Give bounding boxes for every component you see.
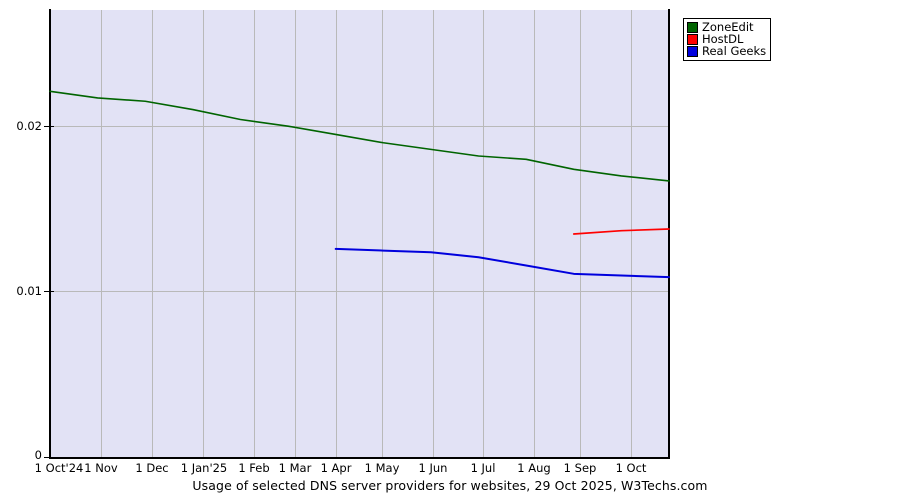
y-axis-label-001: 0.01	[16, 284, 42, 298]
legend-swatch-icon	[687, 45, 698, 57]
gridline-vertical	[336, 10, 337, 458]
gridline-vertical	[295, 10, 296, 458]
x-axis-label-1: 1 Nov	[84, 461, 118, 475]
series-line-hostdl	[572, 228, 670, 235]
gridline-horizontal	[50, 291, 669, 292]
legend-label-real-geeks: Real Geeks	[702, 44, 767, 58]
x-axis-label-8: 1 Jun	[418, 461, 448, 475]
y-axis-label-002: 0.02	[16, 119, 42, 133]
y-axis-line	[49, 9, 51, 459]
gridline-vertical	[254, 10, 255, 458]
gridline-vertical	[203, 10, 204, 458]
gridline-vertical	[534, 10, 535, 458]
plot-area-background	[50, 10, 669, 458]
series-line-zoneedit	[49, 90, 670, 182]
gridline-vertical	[382, 10, 383, 458]
gridline-vertical	[152, 10, 153, 458]
legend-swatch-icon	[687, 33, 698, 45]
x-axis-line	[49, 457, 670, 459]
legend-item-hostdl: HostDL	[687, 33, 766, 45]
legend-label-hostdl: HostDL	[702, 32, 744, 46]
x-axis-label-9: 1 Jul	[470, 461, 496, 475]
gridline-vertical	[483, 10, 484, 458]
x-axis-label-11: 1 Sep	[563, 461, 597, 475]
legend-swatch-icon	[687, 21, 698, 33]
x-axis-label-5: 1 Mar	[278, 461, 312, 475]
legend: ZoneEdit HostDL Real Geeks	[683, 18, 772, 61]
x-axis-label-3: 1 Jan'25	[180, 461, 228, 475]
y-axis-label-0: 0	[34, 448, 42, 462]
gridline-vertical	[631, 10, 632, 458]
gridline-horizontal	[50, 126, 669, 127]
plot-right-border	[668, 9, 670, 459]
x-axis-label-7: 1 May	[364, 461, 400, 475]
gridline-vertical	[101, 10, 102, 458]
chart-caption: Usage of selected DNS server providers f…	[192, 478, 708, 493]
x-axis-label-0: 1 Oct'24	[34, 461, 84, 475]
legend-label-zoneedit: ZoneEdit	[702, 20, 754, 34]
series-line-real-geeks	[334, 247, 670, 279]
legend-item-real-geeks: Real Geeks	[687, 45, 766, 57]
x-axis-label-6: 1 Apr	[320, 461, 352, 475]
x-axis-label-12: 1 Oct	[615, 461, 647, 475]
x-axis-label-4: 1 Feb	[238, 461, 270, 475]
gridline-vertical	[433, 10, 434, 458]
legend-item-zoneedit: ZoneEdit	[687, 21, 766, 33]
x-axis-label-2: 1 Dec	[135, 461, 169, 475]
x-axis-label-10: 1 Aug	[517, 461, 551, 475]
